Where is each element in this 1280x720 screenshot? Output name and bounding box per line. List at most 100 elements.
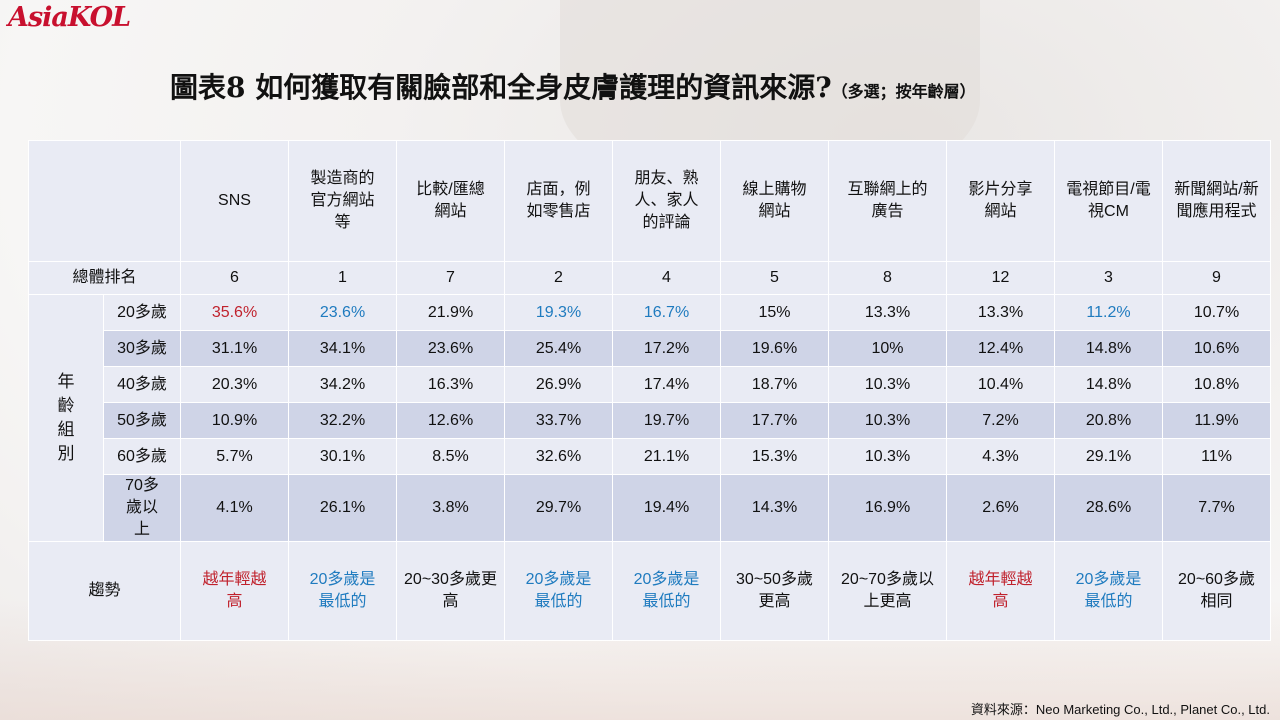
data-cell: 32.6% bbox=[504, 438, 613, 475]
data-cell: 16.9% bbox=[828, 474, 947, 542]
data-cell: 34.1% bbox=[288, 330, 397, 367]
data-cell: 19.6% bbox=[720, 330, 829, 367]
chart-title: 圖表8 如何獲取有關臉部和全身皮膚護理的資訊來源?（多選；按年齡層） bbox=[170, 66, 1170, 106]
rank-cell: 2 bbox=[504, 261, 613, 295]
data-cell: 8.5% bbox=[396, 438, 505, 475]
data-cell: 13.3% bbox=[828, 294, 947, 331]
rank-label: 總體排名 bbox=[28, 261, 181, 295]
trend-row: 趨勢 越年輕越高 20多歲是最低的 20~30多歲更高 20多歲是最低的 20多… bbox=[28, 541, 1271, 641]
rank-row: 總體排名 6 1 7 2 4 5 8 12 3 9 bbox=[28, 261, 1271, 295]
row-label: 40多歲 bbox=[103, 366, 181, 403]
rank-cell: 12 bbox=[946, 261, 1055, 295]
data-cell: 7.7% bbox=[1162, 474, 1271, 542]
row-label: 70多歲以上 bbox=[103, 474, 181, 542]
column-header: 比較/匯總網站 bbox=[396, 140, 505, 262]
row-label: 30多歲 bbox=[103, 330, 181, 367]
data-cell: 17.2% bbox=[612, 330, 721, 367]
row-group-label: 年齡組別 bbox=[28, 294, 104, 542]
data-cell: 10.9% bbox=[180, 402, 289, 439]
data-cell: 10.6% bbox=[1162, 330, 1271, 367]
rank-cell: 5 bbox=[720, 261, 829, 295]
data-cell: 30.1% bbox=[288, 438, 397, 475]
brand-logo: AsiaKOL bbox=[8, 2, 131, 33]
data-cell: 15.3% bbox=[720, 438, 829, 475]
column-header: 朋友、熟人、家人的評論 bbox=[612, 140, 721, 262]
data-cell: 4.1% bbox=[180, 474, 289, 542]
data-cell: 31.1% bbox=[180, 330, 289, 367]
data-cell: 26.1% bbox=[288, 474, 397, 542]
row-label: 50多歲 bbox=[103, 402, 181, 439]
data-cell: 29.7% bbox=[504, 474, 613, 542]
column-header: 影片分享網站 bbox=[946, 140, 1055, 262]
data-cell: 14.8% bbox=[1054, 366, 1163, 403]
trend-cell: 20多歲是最低的 bbox=[504, 541, 613, 641]
trend-cell: 20多歲是最低的 bbox=[612, 541, 721, 641]
data-row: 年齡組別 20多歲 35.6% 23.6% 21.9% 19.3% 16.7% … bbox=[28, 294, 1271, 542]
column-header: 線上購物網站 bbox=[720, 140, 829, 262]
data-cell: 10.3% bbox=[828, 366, 947, 403]
data-cell: 2.6% bbox=[946, 474, 1055, 542]
data-cell: 12.6% bbox=[396, 402, 505, 439]
column-header: SNS bbox=[180, 140, 289, 262]
column-header: 互聯網上的廣告 bbox=[828, 140, 947, 262]
data-cell: 33.7% bbox=[504, 402, 613, 439]
data-row: 60多歲 5.7% 30.1% 8.5% 32.6% 21.1% 15.3% 1… bbox=[29, 438, 1271, 475]
rank-cell: 3 bbox=[1054, 261, 1163, 295]
data-cell: 7.2% bbox=[946, 402, 1055, 439]
trend-cell: 20~70多歲以上更高 bbox=[828, 541, 947, 641]
rank-cell: 6 bbox=[180, 261, 289, 295]
data-cell: 16.3% bbox=[396, 366, 505, 403]
data-cell: 17.7% bbox=[720, 402, 829, 439]
data-cell: 10.3% bbox=[828, 402, 947, 439]
data-cell: 28.6% bbox=[1054, 474, 1163, 542]
data-cell: 10.3% bbox=[828, 438, 947, 475]
column-header: 電視節目/電視CM bbox=[1054, 140, 1163, 262]
data-row: 70多歲以上 4.1% 26.1% 3.8% 29.7% 19.4% 14.3%… bbox=[29, 474, 1271, 542]
chart-subtitle: （多選；按年齡層） bbox=[831, 82, 976, 101]
data-cell: 16.7% bbox=[612, 294, 721, 331]
data-cell: 11.2% bbox=[1054, 294, 1163, 331]
data-cell: 18.7% bbox=[720, 366, 829, 403]
data-cell: 10.4% bbox=[946, 366, 1055, 403]
trend-cell: 越年輕越高 bbox=[946, 541, 1055, 641]
data-cell: 13.3% bbox=[946, 294, 1055, 331]
data-cell: 34.2% bbox=[288, 366, 397, 403]
data-table: SNS 製造商的官方網站等 比較/匯總網站 店面，例如零售店 朋友、熟人、家人的… bbox=[28, 140, 1271, 641]
row-label: 60多歲 bbox=[103, 438, 181, 475]
row-label: 20多歲 bbox=[103, 294, 181, 331]
data-cell: 10.8% bbox=[1162, 366, 1271, 403]
data-cell: 10.7% bbox=[1162, 294, 1271, 331]
data-cell: 23.6% bbox=[396, 330, 505, 367]
column-header: 新聞網站/新聞應用程式 bbox=[1162, 140, 1271, 262]
data-cell: 15% bbox=[720, 294, 829, 331]
data-cell: 21.9% bbox=[396, 294, 505, 331]
data-cell: 14.3% bbox=[720, 474, 829, 542]
data-cell: 21.1% bbox=[612, 438, 721, 475]
data-cell: 23.6% bbox=[288, 294, 397, 331]
corner-cell bbox=[28, 140, 181, 262]
data-cell: 20.3% bbox=[180, 366, 289, 403]
rank-cell: 9 bbox=[1162, 261, 1271, 295]
data-row: 50多歲 10.9% 32.2% 12.6% 33.7% 19.7% 17.7%… bbox=[29, 402, 1271, 439]
data-cell: 19.4% bbox=[612, 474, 721, 542]
row-group-label-text: 年齡組別 bbox=[57, 372, 75, 463]
data-cell: 12.4% bbox=[946, 330, 1055, 367]
source-note: 資料來源：Neo Marketing Co., Ltd., Planet Co.… bbox=[970, 702, 1270, 717]
trend-cell: 20~30多歲更高 bbox=[396, 541, 505, 641]
trend-cell: 越年輕越高 bbox=[180, 541, 289, 641]
rank-cell: 7 bbox=[396, 261, 505, 295]
trend-cell: 20多歲是最低的 bbox=[288, 541, 397, 641]
trend-label: 趨勢 bbox=[28, 541, 181, 641]
data-row: 40多歲 20.3% 34.2% 16.3% 26.9% 17.4% 18.7%… bbox=[29, 366, 1271, 403]
data-row: 30多歲 31.1% 34.1% 23.6% 25.4% 17.2% 19.6%… bbox=[29, 330, 1271, 367]
data-cell: 32.2% bbox=[288, 402, 397, 439]
data-cell: 14.8% bbox=[1054, 330, 1163, 367]
rank-cell: 1 bbox=[288, 261, 397, 295]
data-cell: 25.4% bbox=[504, 330, 613, 367]
data-cell: 26.9% bbox=[504, 366, 613, 403]
data-cell: 11.9% bbox=[1162, 402, 1271, 439]
column-header: 店面，例如零售店 bbox=[504, 140, 613, 262]
trend-cell: 30~50多歲更高 bbox=[720, 541, 829, 641]
rank-cell: 8 bbox=[828, 261, 947, 295]
data-cell: 11% bbox=[1162, 438, 1271, 475]
